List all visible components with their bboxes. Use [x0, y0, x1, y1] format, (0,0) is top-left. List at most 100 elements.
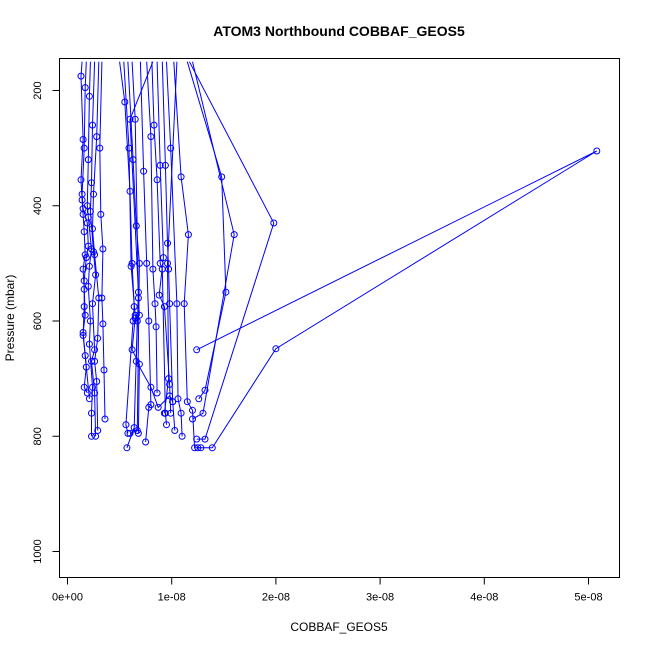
series-line	[186, 61, 227, 400]
series-line	[129, 61, 174, 409]
data-point	[222, 288, 230, 296]
series-20	[186, 61, 230, 403]
data-point	[169, 398, 177, 406]
series-line	[89, 61, 97, 437]
data-point	[153, 176, 161, 184]
series-13	[150, 61, 170, 429]
y-tick-label: 600	[32, 312, 44, 330]
data-point	[82, 254, 90, 262]
data-point	[91, 346, 99, 354]
x-tick-label: 4e-08	[470, 592, 498, 604]
series-4	[86, 61, 100, 440]
data-point	[91, 251, 99, 259]
data-point	[189, 406, 196, 414]
series-19	[126, 61, 177, 411]
data-point	[166, 392, 174, 400]
y-tick-label: 1000	[32, 539, 44, 563]
series-line	[188, 61, 275, 440]
data-point	[78, 190, 86, 198]
series-line	[86, 61, 94, 437]
data-point	[199, 409, 207, 417]
data-point	[91, 357, 99, 365]
data-point	[80, 303, 88, 311]
data-point	[99, 320, 107, 328]
data-point	[123, 444, 131, 452]
data-point	[81, 311, 89, 319]
series-21	[188, 61, 278, 443]
data-point	[84, 282, 92, 290]
data-point	[180, 300, 188, 308]
data-point	[131, 115, 139, 123]
data-point	[90, 190, 97, 198]
series-line	[192, 61, 235, 420]
data-point	[122, 421, 130, 429]
data-point	[94, 334, 102, 342]
series-layer	[77, 61, 601, 452]
data-point	[81, 84, 89, 92]
y-axis-label: Pressure (mbar)	[3, 275, 17, 362]
y-axis: 200 400 600 800 1000	[32, 81, 60, 564]
data-point	[195, 395, 203, 403]
series-line	[146, 61, 158, 394]
data-point	[128, 346, 136, 354]
series-6	[96, 61, 109, 423]
data-point	[98, 294, 106, 302]
data-point	[92, 271, 100, 279]
series-12	[146, 61, 161, 397]
data-point	[272, 345, 280, 353]
data-point	[79, 331, 87, 339]
data-point	[89, 300, 96, 308]
data-point	[94, 427, 102, 434]
y-tick-label: 200	[32, 81, 44, 99]
series-2	[78, 61, 93, 403]
data-point	[201, 386, 209, 394]
data-point	[160, 303, 168, 311]
data-point	[89, 121, 96, 129]
x-tick-label: 2e-08	[262, 592, 290, 604]
data-point	[96, 144, 104, 152]
x-tick-label: 0e+00	[52, 592, 83, 604]
data-point	[153, 389, 161, 397]
x-tick-label: 5e-08	[574, 592, 602, 604]
y-tick-label: 800	[32, 427, 44, 445]
data-point	[121, 98, 129, 106]
data-point	[164, 239, 171, 247]
x-tick-label: 3e-08	[366, 592, 394, 604]
data-point	[174, 395, 182, 403]
data-point	[135, 259, 143, 267]
data-point	[85, 340, 93, 348]
data-point	[77, 176, 85, 184]
series-line	[151, 61, 167, 425]
data-point	[81, 352, 89, 360]
data-point	[177, 409, 185, 417]
series-16	[166, 61, 186, 440]
plot-frame	[59, 58, 620, 578]
data-point	[140, 167, 148, 175]
y-tick-label: 400	[32, 197, 44, 215]
chart-title: ATOM3 Northbound COBBAF_GEOS5	[213, 23, 465, 39]
data-point	[149, 265, 157, 273]
data-point	[189, 415, 196, 423]
data-point	[79, 136, 87, 143]
x-tick-label: 1e-08	[158, 592, 186, 604]
data-point	[145, 317, 153, 325]
series-line	[163, 61, 178, 414]
data-point	[270, 219, 278, 227]
data-point	[89, 225, 96, 233]
series-line	[196, 150, 598, 449]
data-point	[218, 173, 226, 181]
series-22	[189, 61, 238, 423]
data-point	[80, 144, 88, 152]
data-point	[173, 300, 181, 308]
data-point	[163, 421, 170, 429]
data-point	[132, 222, 140, 230]
data-point	[147, 133, 155, 141]
data-point	[134, 429, 142, 437]
data-point	[126, 429, 134, 437]
data-point	[154, 403, 162, 411]
data-point	[134, 288, 142, 296]
data-point	[165, 375, 173, 383]
data-point	[193, 346, 201, 354]
data-point	[171, 427, 179, 434]
